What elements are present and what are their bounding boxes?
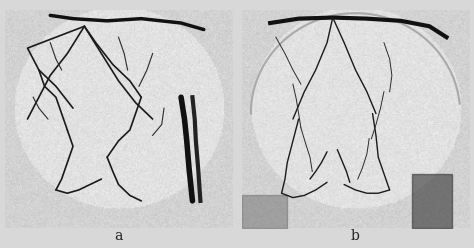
Text: b: b bbox=[351, 229, 360, 243]
Text: a: a bbox=[114, 229, 123, 243]
